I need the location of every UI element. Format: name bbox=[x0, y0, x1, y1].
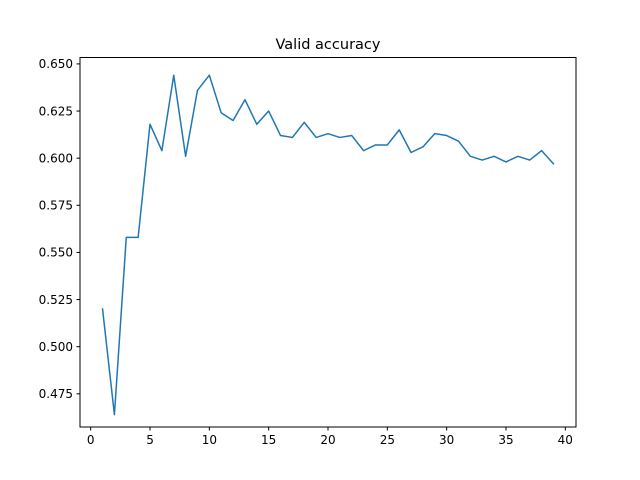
axes: 0 5 10 15 20 25 30 35 40 0.475 0.500 0.525 0.550 0.57… bbox=[39, 57, 573, 447]
y-tick-label: 0.575 bbox=[39, 199, 73, 213]
x-tick-label: 5 bbox=[146, 433, 154, 447]
x-tick-label: 40 bbox=[558, 433, 573, 447]
x-tick-label: 15 bbox=[261, 433, 276, 447]
x-tick-label: 25 bbox=[380, 433, 395, 447]
x-tick-label: 30 bbox=[439, 433, 454, 447]
chart-title: Valid accuracy bbox=[276, 37, 381, 53]
y-tick-label: 0.475 bbox=[39, 387, 73, 401]
series-layer bbox=[101, 74, 555, 416]
y-tick-label: 0.650 bbox=[39, 57, 73, 71]
y-tick-label: 0.600 bbox=[39, 151, 73, 165]
x-tick-label: 35 bbox=[498, 433, 513, 447]
x-tick-label: 0 bbox=[87, 433, 95, 447]
y-tick-label: 0.500 bbox=[39, 340, 73, 354]
y-tick-label: 0.525 bbox=[39, 293, 73, 307]
x-tick-label: 10 bbox=[202, 433, 217, 447]
y-tick-label: 0.625 bbox=[39, 104, 73, 118]
y-tick-label: 0.550 bbox=[39, 246, 73, 260]
plot-frame bbox=[79, 57, 577, 428]
x-tick-label: 20 bbox=[320, 433, 335, 447]
series-line bbox=[101, 74, 555, 416]
